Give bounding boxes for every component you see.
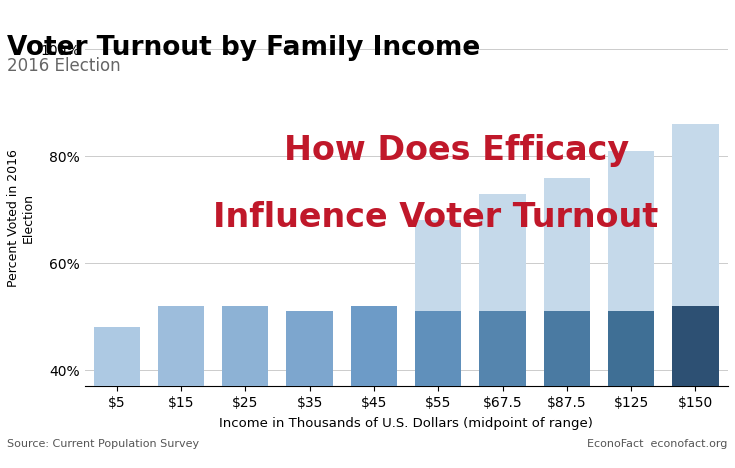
Bar <box>415 311 462 468</box>
Bar <box>287 311 333 468</box>
Text: EconoFact  econofact.org: EconoFact econofact.org <box>587 439 728 449</box>
Bar <box>544 177 590 311</box>
Bar <box>673 124 719 306</box>
Text: Voter Turnout by Family Income: Voter Turnout by Family Income <box>7 35 481 61</box>
Bar <box>479 194 526 311</box>
Text: Source: Current Population Survey: Source: Current Population Survey <box>7 439 199 449</box>
Bar <box>479 311 526 468</box>
Bar <box>608 151 654 311</box>
Y-axis label: Percent Voted in 2016
Election: Percent Voted in 2016 Election <box>7 149 35 286</box>
Bar <box>415 220 462 311</box>
X-axis label: Income in Thousands of U.S. Dollars (midpoint of range): Income in Thousands of U.S. Dollars (mid… <box>219 417 593 430</box>
Text: Influence Voter Turnout: Influence Voter Turnout <box>213 201 659 234</box>
Bar <box>673 306 719 468</box>
Bar <box>222 306 268 468</box>
Text: How Does Efficacy: How Does Efficacy <box>284 134 629 167</box>
Bar <box>351 306 397 468</box>
Bar <box>158 306 204 468</box>
Bar <box>544 311 590 468</box>
Bar <box>93 327 140 468</box>
Bar <box>608 311 654 468</box>
Text: 2016 Election: 2016 Election <box>7 57 121 75</box>
